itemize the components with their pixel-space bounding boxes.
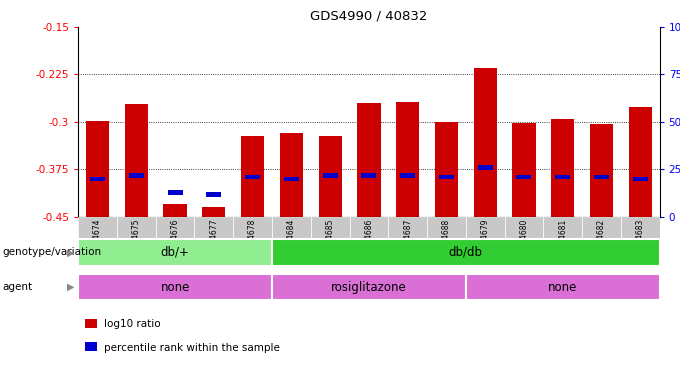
Bar <box>427 217 466 240</box>
Text: GSM904678: GSM904678 <box>248 219 257 265</box>
Bar <box>516 175 532 179</box>
Text: GSM904680: GSM904680 <box>520 219 528 265</box>
Bar <box>284 177 299 181</box>
Bar <box>206 192 222 197</box>
Bar <box>245 175 260 179</box>
Text: GSM904685: GSM904685 <box>326 219 335 265</box>
Bar <box>272 239 660 266</box>
Bar <box>477 165 493 170</box>
Text: ▶: ▶ <box>67 247 75 258</box>
Text: percentile rank within the sample: percentile rank within the sample <box>104 343 280 353</box>
Bar <box>117 217 156 240</box>
Bar <box>396 102 420 217</box>
Bar <box>400 173 415 177</box>
Text: GSM904675: GSM904675 <box>132 219 141 265</box>
Bar <box>85 342 97 351</box>
Text: log10 ratio: log10 ratio <box>104 319 160 329</box>
Text: GSM904683: GSM904683 <box>636 219 645 265</box>
Bar <box>632 177 648 181</box>
Bar <box>466 217 505 240</box>
Text: GSM904682: GSM904682 <box>597 219 606 265</box>
Bar <box>233 217 272 240</box>
Bar <box>272 217 311 240</box>
Bar <box>594 175 609 179</box>
Bar <box>322 173 338 177</box>
Bar <box>241 136 265 217</box>
Text: GSM904677: GSM904677 <box>209 219 218 265</box>
Text: GDS4990 / 40832: GDS4990 / 40832 <box>310 10 428 23</box>
Bar <box>621 217 660 240</box>
Text: GSM904686: GSM904686 <box>364 219 373 265</box>
Text: GSM904688: GSM904688 <box>442 219 451 265</box>
Bar <box>512 123 536 217</box>
Bar <box>124 104 148 217</box>
Bar <box>156 217 194 240</box>
Text: ▶: ▶ <box>67 282 75 292</box>
Text: rosiglitazone: rosiglitazone <box>331 281 407 293</box>
Text: agent: agent <box>2 282 32 292</box>
Text: GSM904679: GSM904679 <box>481 219 490 265</box>
Bar <box>78 274 272 300</box>
Bar <box>85 319 97 328</box>
Text: none: none <box>548 281 577 293</box>
Bar <box>202 207 226 217</box>
Bar <box>590 124 613 217</box>
Bar <box>439 175 454 179</box>
Bar <box>361 173 377 177</box>
Bar <box>272 274 466 300</box>
Text: db/+: db/+ <box>160 246 190 259</box>
Text: genotype/variation: genotype/variation <box>2 247 101 258</box>
Bar <box>357 103 381 217</box>
Bar <box>555 175 571 179</box>
Bar <box>194 217 233 240</box>
Bar <box>473 68 497 217</box>
Bar <box>279 133 303 217</box>
Bar <box>388 217 427 240</box>
Text: none: none <box>160 281 190 293</box>
Bar <box>129 173 144 177</box>
Bar <box>311 217 350 240</box>
Bar <box>505 217 543 240</box>
Bar <box>78 239 272 266</box>
Text: GSM904684: GSM904684 <box>287 219 296 265</box>
Bar <box>167 190 183 195</box>
Bar <box>466 274 660 300</box>
Bar <box>86 121 109 217</box>
Text: GSM904674: GSM904674 <box>93 219 102 265</box>
Bar <box>350 217 388 240</box>
Bar <box>628 108 652 217</box>
Bar <box>551 119 575 217</box>
Bar <box>163 204 187 217</box>
Bar <box>318 136 342 217</box>
Bar <box>582 217 621 240</box>
Bar <box>78 217 117 240</box>
Bar <box>543 217 582 240</box>
Bar <box>90 177 105 181</box>
Text: GSM904676: GSM904676 <box>171 219 180 265</box>
Text: GSM904681: GSM904681 <box>558 219 567 265</box>
Text: db/db: db/db <box>449 246 483 259</box>
Bar <box>435 122 458 217</box>
Text: GSM904687: GSM904687 <box>403 219 412 265</box>
